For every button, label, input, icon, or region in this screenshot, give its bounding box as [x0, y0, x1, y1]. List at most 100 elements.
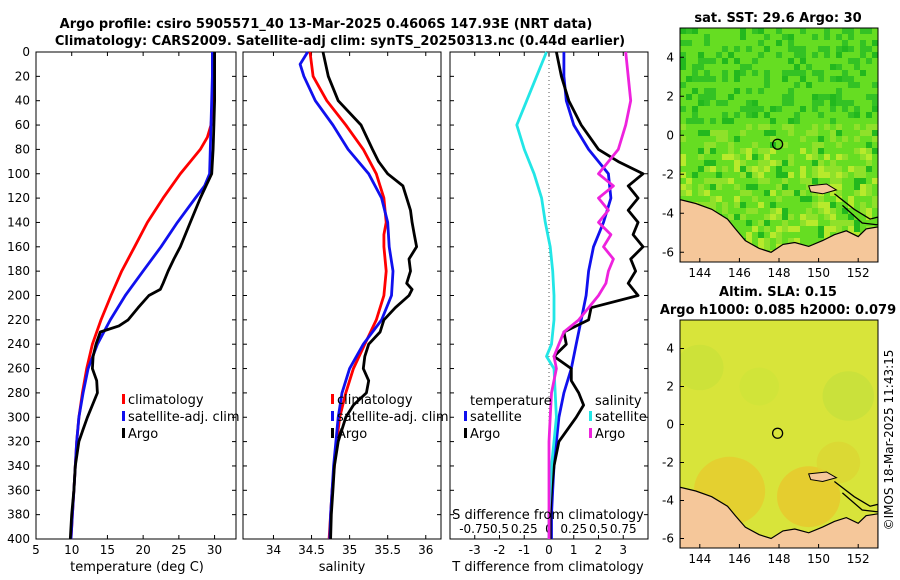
- legend-label-argo: Argo: [337, 427, 367, 442]
- sst-cell: [872, 130, 878, 136]
- sst-cell: [788, 214, 794, 220]
- sst-cell: [758, 88, 764, 94]
- sst-cell: [860, 148, 866, 154]
- coastline-new-ireland: [833, 193, 878, 226]
- sst-cell: [800, 148, 806, 154]
- sst-cell: [758, 202, 764, 208]
- sst-cell: [812, 34, 818, 40]
- sst-cell: [782, 160, 788, 166]
- sst-cell: [824, 172, 830, 178]
- sst-cell: [854, 166, 860, 172]
- sst-cell: [764, 244, 770, 250]
- sst-cell: [824, 232, 830, 238]
- sst-cell: [728, 214, 734, 220]
- sst-cell: [740, 148, 746, 154]
- y-tick-label: 260: [7, 362, 30, 376]
- y-tick-label: 20: [15, 69, 30, 83]
- sst-cell: [818, 208, 824, 214]
- s-diff-tick-label: 0.25: [560, 522, 587, 536]
- argo-location-marker: [771, 138, 784, 150]
- sst-cell: [830, 184, 836, 190]
- map-content: [680, 320, 878, 548]
- sst-cell: [800, 190, 806, 196]
- sst-cell: [830, 76, 836, 82]
- sst-cell: [830, 220, 836, 226]
- sst-cell: [770, 118, 776, 124]
- sst-cell: [854, 136, 860, 142]
- sst-cell: [872, 82, 878, 88]
- sst-cell: [734, 112, 740, 118]
- y-tick-label: -4: [662, 494, 674, 508]
- sst-cell: [836, 196, 842, 202]
- sst-cell: [788, 94, 794, 100]
- sst-cell: [806, 130, 812, 136]
- x-tick-label: 1: [570, 543, 578, 557]
- sst-cell: [680, 52, 686, 58]
- x-tick-label: 30: [207, 543, 222, 557]
- x-tick-label: 144: [688, 266, 711, 280]
- sst-cell: [842, 28, 848, 34]
- sst-cell: [782, 124, 788, 130]
- sst-cell: [710, 160, 716, 166]
- x-tick-label: 0: [545, 543, 553, 557]
- sst-cell: [764, 34, 770, 40]
- sla-map-title-line2: Argo h1000: 0.085 h2000: 0.079: [660, 303, 896, 318]
- sst-cell: [848, 46, 854, 52]
- sst-cell: [758, 178, 764, 184]
- legend-swatch-t-argo: [464, 428, 467, 438]
- sst-cell: [818, 70, 824, 76]
- x-tick-label: 15: [100, 543, 115, 557]
- sst-cell: [800, 196, 806, 202]
- sst-cell: [800, 76, 806, 82]
- coastline-new-ireland: [834, 480, 878, 513]
- sst-cell: [860, 46, 866, 52]
- sst-cell: [866, 124, 872, 130]
- sst-cell: [836, 64, 842, 70]
- sla-anomaly: [822, 371, 875, 421]
- sst-cell: [722, 154, 728, 160]
- sst-cell: [740, 106, 746, 112]
- sst-cell: [842, 208, 848, 214]
- sst-cell: [788, 34, 794, 40]
- sst-cell: [860, 202, 866, 208]
- sst-cell: [734, 160, 740, 166]
- sst-cell: [686, 118, 692, 124]
- sst-cell: [830, 190, 836, 196]
- sst-cell: [788, 58, 794, 64]
- x-tick-label: 2: [595, 543, 603, 557]
- sst-cell: [704, 148, 710, 154]
- sst-cell: [830, 94, 836, 100]
- sst-cell: [680, 124, 686, 130]
- y-tick-label: 2: [666, 380, 674, 394]
- sst-cell: [758, 166, 764, 172]
- sst-cell: [734, 136, 740, 142]
- sst-cell: [764, 112, 770, 118]
- legend-label-argo: Argo: [128, 427, 158, 442]
- series-line-t-argo: [548, 51, 645, 539]
- sst-cell: [734, 196, 740, 202]
- sst-cell: [860, 40, 866, 46]
- sst-cell: [776, 196, 782, 202]
- sst-cell: [836, 100, 842, 106]
- sst-cell: [794, 46, 800, 52]
- sst-cell: [830, 226, 836, 232]
- series-line-satellite-adj-clim: [298, 51, 395, 540]
- plot-area: [242, 51, 442, 540]
- sst-cell: [710, 178, 716, 184]
- sst-cell: [776, 106, 782, 112]
- x-tick-label: 25: [171, 543, 186, 557]
- sst-cell: [758, 232, 764, 238]
- sst-cell: [818, 160, 824, 166]
- sst-cell: [824, 208, 830, 214]
- x-tick-label: 150: [807, 266, 830, 280]
- sst-cell: [704, 34, 710, 40]
- y-tick-label: -6: [662, 532, 674, 546]
- sst-cell: [842, 100, 848, 106]
- x-tick-label: 152: [847, 266, 870, 280]
- sst-cell: [872, 196, 878, 202]
- sst-cell: [848, 28, 854, 34]
- sst-cell: [842, 220, 848, 226]
- sst-cell: [794, 70, 800, 76]
- sst-cell: [764, 46, 770, 52]
- sst-cell: [872, 52, 878, 58]
